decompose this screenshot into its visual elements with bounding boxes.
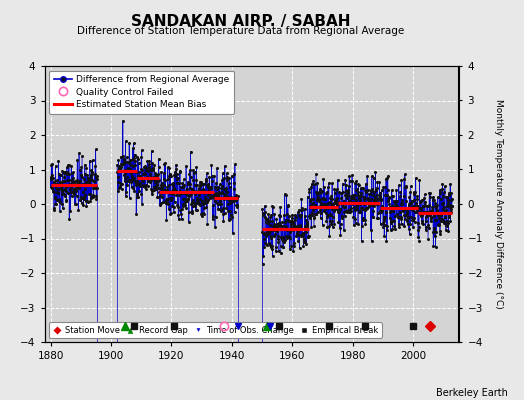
Legend: Station Move, Record Gap, Time of Obs. Change, Empirical Break: Station Move, Record Gap, Time of Obs. C…	[49, 322, 381, 338]
Y-axis label: Monthly Temperature Anomaly Difference (°C): Monthly Temperature Anomaly Difference (…	[494, 99, 503, 309]
Text: Difference of Station Temperature Data from Regional Average: Difference of Station Temperature Data f…	[78, 26, 405, 36]
Text: SANDAKAN AIRP. / SABAH: SANDAKAN AIRP. / SABAH	[132, 14, 351, 29]
Text: Berkeley Earth: Berkeley Earth	[436, 388, 508, 398]
